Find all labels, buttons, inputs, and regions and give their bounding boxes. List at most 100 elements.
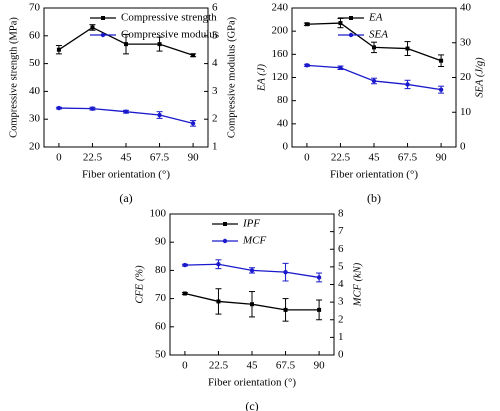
x-tick-label: 0	[182, 360, 188, 372]
x-tick-label: 67.5	[150, 152, 170, 164]
marker	[338, 21, 343, 26]
marker	[123, 109, 129, 114]
marker	[371, 78, 377, 84]
x-tick-label: 67.5	[276, 360, 296, 372]
marker	[157, 112, 162, 118]
marker	[316, 275, 322, 280]
y-tick-label: 90	[155, 236, 167, 248]
marker	[249, 268, 255, 273]
marker	[283, 269, 288, 275]
y2-tick-label: 6	[212, 2, 218, 14]
y-tick-label: 20	[29, 141, 41, 153]
legend-marker	[101, 16, 105, 20]
x-tick-label: 22.5	[83, 152, 103, 164]
y2-axis-label: MCF (kN)	[352, 262, 363, 307]
y2-tick-label: 2	[338, 313, 344, 325]
y2-tick-label: 10	[460, 106, 472, 118]
marker	[157, 42, 162, 47]
y-tick-label: 120	[272, 71, 289, 83]
x-axis-label: Fiber orientation (°)	[330, 169, 418, 181]
marker	[438, 87, 444, 92]
x-tick-label: 45	[121, 152, 133, 164]
y2-tick-label: 3	[212, 85, 218, 97]
legend-label: MCF	[242, 235, 267, 247]
y-tick-label: 60	[29, 29, 41, 41]
y-tick-label: 40	[277, 117, 289, 129]
legend-label: SEA	[369, 29, 388, 41]
x-tick-label: 22.5	[331, 152, 351, 164]
y-tick-label: 30	[29, 113, 41, 125]
y-tick-label: 80	[277, 94, 289, 106]
y2-tick-label: 30	[460, 36, 472, 48]
marker	[124, 42, 128, 47]
y-tick-label: 70	[29, 2, 41, 14]
y-tick-label: 100	[150, 208, 167, 220]
y-tick-label: 70	[155, 292, 167, 304]
y-tick-label: 240	[272, 2, 289, 14]
marker	[190, 121, 196, 126]
y2-tick-label: 4	[212, 57, 218, 69]
x-tick-label: 90	[436, 152, 448, 164]
y2-tick-label: 5	[212, 29, 218, 41]
x-tick-label: 67.5	[398, 152, 418, 164]
y-tick-label: 60	[155, 320, 167, 332]
legend-label: IPF	[242, 218, 260, 230]
y2-tick-label: 1	[212, 141, 218, 153]
y2-tick-label: 0	[460, 141, 466, 153]
marker	[304, 63, 310, 68]
caption: (c)	[245, 399, 258, 411]
legend-marker	[349, 16, 353, 20]
y-tick-label: 0	[283, 141, 289, 153]
chart: 0 22.5 45 67.5 90 0 40 80 120 160 200 240 0 10 20 30 40 E…	[256, 2, 485, 205]
marker	[182, 291, 187, 296]
y-tick-label: 50	[29, 57, 41, 69]
y2-tick-label: 5	[338, 260, 344, 272]
marker	[191, 53, 196, 58]
marker	[338, 65, 343, 70]
x-axis-label: Fiber orientation (°)	[208, 377, 296, 389]
caption: (b)	[367, 191, 381, 205]
x-tick-label: 0	[304, 152, 310, 164]
x-tick-label: 22.5	[209, 360, 229, 372]
marker	[90, 106, 95, 111]
y-axis-label: Compressive strength (MPa)	[8, 17, 19, 138]
y2-tick-label: 2	[212, 113, 218, 125]
marker	[405, 46, 410, 51]
y-tick-label: 160	[272, 48, 289, 60]
x-tick-label: 45	[247, 360, 259, 372]
y-tick-label: 200	[272, 25, 289, 37]
y2-axis-label: Compressive modulus (GPa)	[226, 16, 237, 138]
y2-tick-label: 4	[338, 278, 344, 290]
caption: (a)	[119, 191, 132, 205]
legend-label: EA	[368, 12, 383, 24]
legend-label: Compressive strength	[121, 12, 217, 24]
marker	[317, 307, 322, 312]
legend-marker	[100, 32, 106, 38]
marker	[250, 302, 254, 307]
x-tick-label: 45	[369, 152, 381, 164]
y-axis-label: EA (J)	[256, 64, 267, 92]
y2-tick-label: 6	[338, 243, 344, 255]
y-tick-label: 50	[155, 349, 167, 361]
marker	[56, 105, 62, 111]
marker	[439, 58, 444, 63]
marker	[372, 45, 376, 50]
legend-label: Compressive modulus	[121, 29, 219, 41]
y2-tick-label: 8	[338, 208, 344, 220]
x-tick-label: 90	[314, 360, 326, 372]
marker	[90, 25, 95, 30]
y2-tick-label: 20	[460, 71, 472, 83]
marker	[56, 47, 61, 52]
y2-tick-label: 1	[338, 331, 344, 343]
y2-tick-label: 40	[460, 2, 472, 14]
marker	[304, 22, 309, 27]
series-line	[306, 64, 442, 91]
legend-marker	[222, 238, 228, 244]
marker	[405, 82, 410, 87]
marker	[216, 299, 221, 304]
y-tick-label: 40	[29, 85, 41, 97]
legend-marker	[223, 222, 227, 226]
legend-marker	[348, 32, 354, 38]
